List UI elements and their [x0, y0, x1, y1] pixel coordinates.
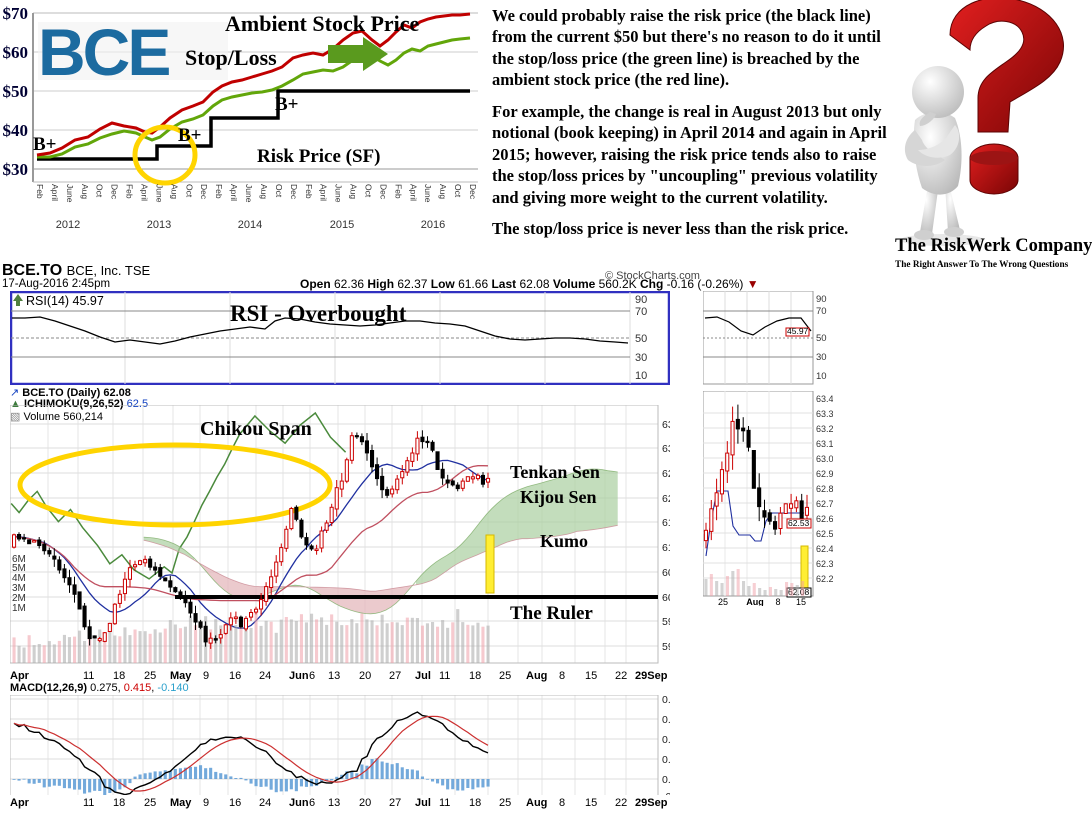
svg-text:$40: $40 — [3, 121, 29, 140]
svg-text:Tenkan Sen: Tenkan Sen — [510, 462, 600, 482]
svg-text:Feb: Feb — [35, 184, 45, 199]
svg-text:Kumo: Kumo — [540, 531, 588, 551]
svg-text:Feb: Feb — [214, 184, 224, 199]
svg-text:B+: B+ — [178, 125, 202, 146]
svg-text:Aug: Aug — [169, 184, 179, 199]
svg-text:62.9: 62.9 — [816, 469, 833, 479]
svg-text:62.3: 62.3 — [816, 559, 833, 569]
svg-text:15: 15 — [796, 597, 806, 606]
svg-text:63.3: 63.3 — [816, 409, 833, 419]
svg-text:June: June — [334, 184, 344, 203]
svg-text:2016: 2016 — [421, 219, 445, 231]
svg-text:62.7: 62.7 — [816, 499, 833, 509]
svg-text:63.5: 63.5 — [662, 419, 670, 431]
svg-text:Oct: Oct — [274, 184, 284, 198]
svg-text:0.4: 0.4 — [662, 734, 670, 746]
svg-text:50: 50 — [816, 333, 827, 344]
svg-text:8: 8 — [775, 597, 780, 606]
svg-text:Dec: Dec — [378, 184, 388, 200]
svg-text:$30: $30 — [3, 160, 29, 179]
svg-text:63.2: 63.2 — [816, 424, 833, 434]
svg-text:Kijou Sen: Kijou Sen — [520, 487, 597, 507]
svg-text:63.1: 63.1 — [816, 439, 833, 449]
svg-text:30: 30 — [816, 352, 827, 363]
svg-text:The Ruler: The Ruler — [510, 603, 593, 624]
svg-text:62.0: 62.0 — [662, 493, 670, 505]
svg-text:Oct: Oct — [184, 184, 194, 198]
svg-text:0.8: 0.8 — [662, 695, 670, 706]
svg-text:Oct: Oct — [95, 184, 105, 198]
svg-text:Oct: Oct — [453, 184, 463, 198]
svg-text:62.5: 62.5 — [816, 529, 833, 539]
svg-text:Feb: Feb — [125, 184, 135, 199]
svg-text:62.5: 62.5 — [662, 468, 670, 480]
svg-text:59.0: 59.0 — [662, 641, 670, 653]
svg-text:Aug: Aug — [438, 184, 448, 199]
svg-text:Stop/Loss: Stop/Loss — [185, 45, 277, 70]
svg-text:62.53: 62.53 — [788, 518, 810, 528]
svg-text:60.5: 60.5 — [662, 567, 670, 579]
svg-text:April: April — [319, 184, 329, 201]
svg-text:Risk Price (SF): Risk Price (SF) — [257, 146, 380, 167]
svg-text:0.6: 0.6 — [662, 714, 670, 726]
svg-text:30: 30 — [635, 352, 647, 364]
svg-text:1M: 1M — [12, 603, 26, 614]
svg-text:62.4: 62.4 — [816, 544, 833, 554]
svg-text:59.5: 59.5 — [662, 616, 670, 628]
svg-text:June: June — [244, 184, 254, 203]
svg-text:2012: 2012 — [56, 219, 80, 231]
svg-text:Dec: Dec — [289, 184, 299, 200]
svg-text:61.5: 61.5 — [662, 517, 670, 529]
svg-text:Dec: Dec — [110, 184, 120, 200]
svg-text:Feb: Feb — [393, 184, 403, 199]
svg-text:Aug: Aug — [80, 184, 90, 199]
svg-text:70: 70 — [635, 306, 647, 318]
svg-text:April: April — [50, 184, 60, 201]
svg-text:Dec: Dec — [199, 184, 209, 200]
svg-text:BCE: BCE — [38, 15, 169, 89]
svg-text:2013: 2013 — [147, 219, 171, 231]
svg-text:90: 90 — [816, 294, 827, 305]
svg-text:25: 25 — [718, 597, 728, 606]
svg-text:$50: $50 — [3, 82, 29, 101]
svg-text:62.6: 62.6 — [816, 514, 833, 524]
svg-text:0.0: 0.0 — [662, 774, 670, 786]
svg-text:April: April — [229, 184, 239, 201]
svg-text:$60: $60 — [3, 43, 29, 62]
svg-text:62.8: 62.8 — [816, 484, 833, 494]
svg-text:2015: 2015 — [330, 219, 354, 231]
svg-text:2014: 2014 — [238, 219, 262, 231]
svg-text:B+: B+ — [275, 94, 299, 115]
svg-text:10: 10 — [635, 370, 647, 382]
svg-text:June: June — [423, 184, 433, 203]
svg-text:63.4: 63.4 — [816, 394, 833, 404]
svg-text:Oct: Oct — [364, 184, 374, 198]
svg-text:June: June — [65, 184, 75, 203]
svg-text:50: 50 — [635, 333, 647, 345]
svg-text:63.0: 63.0 — [816, 454, 833, 464]
svg-text:Dec: Dec — [468, 184, 478, 200]
svg-text:-0.2: -0.2 — [662, 791, 670, 795]
svg-text:Aug: Aug — [349, 184, 359, 199]
svg-text:$70: $70 — [3, 4, 29, 23]
svg-text:45.97: 45.97 — [787, 326, 809, 336]
svg-text:April: April — [408, 184, 418, 201]
svg-text:April: April — [140, 184, 150, 201]
svg-text:Ambient Stock Price: Ambient Stock Price — [225, 11, 420, 36]
svg-text:61.0: 61.0 — [662, 542, 670, 554]
svg-text:63.0: 63.0 — [662, 443, 670, 455]
svg-text:90: 90 — [635, 294, 647, 306]
svg-text:Aug: Aug — [259, 184, 269, 199]
svg-text:June: June — [154, 184, 164, 203]
svg-text:Feb: Feb — [304, 184, 314, 199]
svg-text:Chikou Span: Chikou Span — [200, 418, 312, 440]
svg-text:0.2: 0.2 — [662, 754, 670, 766]
svg-text:Aug: Aug — [746, 597, 764, 606]
svg-text:60.0: 60.0 — [662, 592, 670, 604]
svg-text:B+: B+ — [33, 134, 57, 155]
svg-text:62.2: 62.2 — [816, 574, 833, 584]
svg-text:RSI(14) 45.97: RSI(14) 45.97 — [26, 294, 104, 308]
svg-text:70: 70 — [816, 306, 827, 317]
svg-text:10: 10 — [816, 371, 827, 382]
